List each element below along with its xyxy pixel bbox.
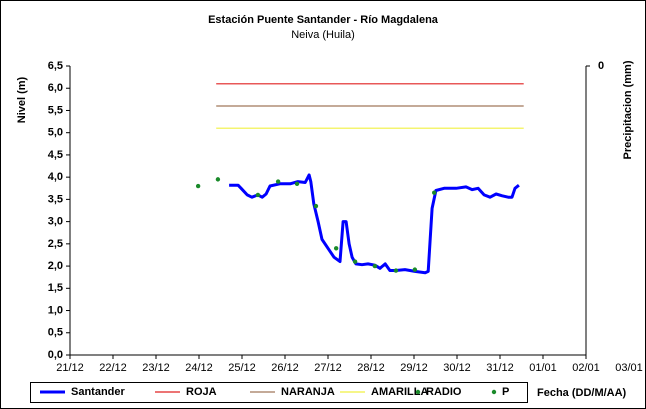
x-tick-label: 29/12	[400, 362, 428, 374]
x-tick-label: 03/01	[615, 362, 643, 374]
chart-title: Estación Puente Santander - Río Magdalen…	[208, 14, 439, 26]
data-point	[333, 246, 339, 251]
chart-subtitle: Neiva (Huila)	[291, 29, 355, 41]
data-point	[432, 190, 437, 195]
y-tick-label: 5,0	[48, 127, 63, 139]
y-tick-label: 2,0	[48, 260, 63, 272]
data-point	[215, 177, 221, 182]
data-point	[372, 263, 378, 269]
y-tick-label: 5,5	[48, 104, 63, 116]
legend-label: NARANJA	[281, 386, 335, 398]
x-tick-label: 02/01	[572, 362, 600, 374]
data-point	[195, 183, 201, 189]
y-axis-label: Nivel (m)	[16, 76, 28, 123]
y2-tick-label: 0	[598, 60, 604, 72]
data-point	[412, 267, 418, 272]
x-tick-label: 26/12	[271, 362, 299, 374]
data-point	[352, 259, 358, 264]
x-tick-label: 27/12	[314, 362, 342, 374]
y-tick-label: 4,5	[48, 149, 63, 161]
x-tick-label: 25/12	[228, 362, 256, 374]
x-tick-label: 28/12	[357, 362, 385, 374]
legend-swatch	[415, 389, 421, 395]
legend-label: ROJA	[186, 386, 217, 398]
y-tick-label: 0,0	[48, 349, 63, 361]
x-tick-label: 31/12	[486, 362, 514, 374]
x-tick-label: 30/12	[443, 362, 471, 374]
legend-label: P	[502, 386, 509, 398]
legend-box	[30, 382, 528, 403]
y-tick-label: 0,5	[48, 327, 63, 339]
series-line	[229, 173, 520, 275]
legend-swatch	[491, 389, 497, 395]
data-point	[313, 203, 319, 209]
x-tick-label: 21/12	[56, 362, 84, 374]
x-axis-label: Fecha (DD/M/AA)	[537, 387, 627, 399]
y-tick-label: 2,5	[48, 238, 63, 250]
y-tick-label: 1,0	[48, 304, 63, 316]
x-tick-label: 22/12	[99, 362, 127, 374]
y-tick-label: 3,5	[48, 193, 63, 205]
legend-label: Santander	[71, 386, 126, 398]
y-tick-label: 6,0	[48, 82, 63, 94]
data-point	[393, 268, 399, 273]
data-point	[275, 179, 281, 184]
y-tick-label: 4,0	[48, 171, 63, 183]
data-point	[294, 181, 300, 187]
data-point	[255, 192, 261, 198]
x-tick-label: 23/12	[142, 362, 170, 374]
legend-label: AMARILLA	[371, 386, 428, 398]
y-tick-label: 6,5	[48, 60, 63, 72]
y-tick-label: 1,5	[48, 282, 63, 294]
y2-axis-label: Precipitacion (mm)	[622, 60, 634, 159]
x-tick-label: 24/12	[185, 362, 213, 374]
x-tick-label: 01/01	[529, 362, 557, 374]
y-tick-label: 3,0	[48, 216, 63, 228]
legend-label: RADIO	[426, 386, 462, 398]
